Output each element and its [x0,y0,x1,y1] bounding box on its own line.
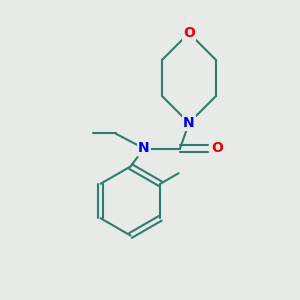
Text: O: O [183,26,195,40]
Text: N: N [183,116,195,130]
Text: O: O [211,142,223,155]
Text: N: N [138,142,150,155]
